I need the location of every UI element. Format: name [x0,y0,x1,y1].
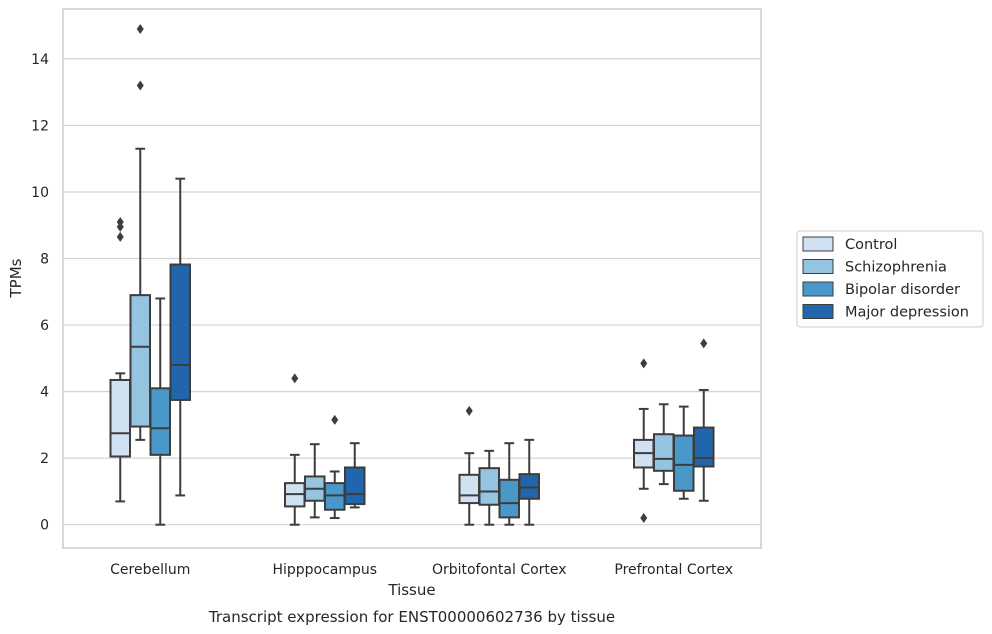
x-tick-label: Orbitofontal Cortex [432,562,567,578]
box-iqr [129,294,151,428]
outlier-point [136,80,144,91]
legend-item: Schizophrenia [802,259,947,276]
x-tick-label: Hipppocampus [272,562,377,578]
legend-swatch [802,259,834,274]
y-tick-label: 14 [31,52,49,68]
x-tick-label: Cerebellum [110,562,190,578]
legend-item: Bipolar disorder [802,281,960,298]
box-iqr [344,466,366,506]
outlier-point [331,414,339,425]
outlier-point [465,405,473,416]
legend: Control Schizophrenia Bipolar disorder Majo… [796,230,984,328]
legend-label: Major depression [845,305,969,321]
legend-label: Schizophrenia [845,260,947,276]
box-bipolar-disorder-3 [673,405,695,500]
box-control-3 [633,358,655,524]
legend-swatch [802,236,834,252]
plot-frame [62,8,762,549]
legend-item: Control [802,236,897,253]
legend-swatch [802,304,834,319]
box-iqr [169,263,191,401]
y-tick-label: 6 [40,318,49,334]
box-iqr [498,478,520,519]
outlier-point [116,231,124,242]
box-control-1 [284,373,306,526]
box-control-0 [109,216,131,503]
box-bipolar-disorder-1 [324,414,346,520]
legend-label: Control [845,237,897,253]
box-major-depression-2 [518,438,540,526]
outlier-point [116,216,124,227]
box-bipolar-disorder-2 [498,442,520,526]
box-schizophrenia-2 [478,449,500,526]
boxes-layer [109,23,715,526]
x-tick-label: Prefrontal Cortex [614,562,733,578]
box-major-depression-3 [693,338,715,502]
chart-caption: Transcript expression for ENST0000060273… [208,608,615,626]
y-axis-title: TPMs [7,258,25,298]
box-schizophrenia-3 [653,403,675,486]
y-tick-label: 0 [40,518,49,534]
box-schizophrenia-0 [129,23,151,441]
y-tick-label: 4 [40,385,49,401]
box-iqr [653,433,675,472]
y-tick-label: 8 [40,252,49,268]
outlier-point [640,513,648,524]
legend-swatch [802,281,834,297]
box-iqr [478,467,500,506]
y-tick-label: 10 [31,185,49,201]
outlier-point [640,358,648,369]
y-tick-label: 12 [31,118,49,134]
box-iqr [673,434,695,492]
box-iqr [109,378,131,458]
box-major-depression-1 [344,442,366,509]
outlier-point [136,23,144,34]
legend-item: Major depression [802,304,969,321]
y-axis-ticks: 0 2 4 6 8 10 12 14 [31,52,49,534]
legend-label: Bipolar disorder [845,282,960,298]
y-tick-label: 2 [40,451,49,467]
box-iqr [458,473,480,505]
outlier-point [291,373,299,384]
box-schizophrenia-1 [304,443,326,519]
x-axis-ticks: Cerebellum Hipppocampus Orbitofontal Corte… [110,562,733,578]
legend-items: Control Schizophrenia Bipolar disorder Majo… [802,236,969,321]
legend-frame [796,230,984,328]
box-bipolar-disorder-0 [149,297,171,526]
outlier-point [700,338,708,349]
box-iqr [149,387,171,456]
x-axis-title: Tissue [387,581,435,599]
box-control-2 [458,405,480,526]
box-major-depression-0 [169,177,191,497]
box-iqr [693,426,715,468]
